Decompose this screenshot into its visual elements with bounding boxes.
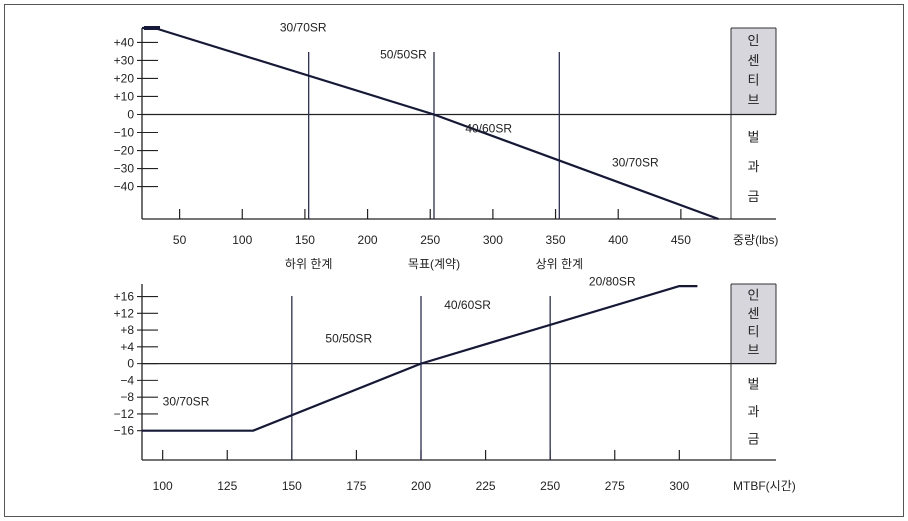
sharing-ratio-label: 40/60SR [465, 122, 512, 136]
x-tick-label: 50 [173, 233, 187, 247]
y-tick-label: +30 [114, 53, 135, 67]
incentive-curve [142, 284, 698, 432]
y-tick-label: +12 [114, 306, 135, 320]
y-tick-label: −30 [114, 162, 135, 176]
sharing-ratio-label: 50/50SR [325, 332, 372, 346]
sharing-ratio-label: 50/50SR [380, 48, 427, 62]
sharing-ratio-label: 30/70SR [280, 21, 327, 35]
sharing-ratio-label: 20/80SR [589, 274, 636, 288]
x-tick-label: 100 [232, 233, 252, 247]
y-tick-label: +20 [114, 71, 135, 85]
reference-vline-label: 목표(계약) [408, 256, 460, 271]
y-tick-label: +8 [120, 323, 134, 337]
x-tick-label: 200 [411, 479, 431, 493]
incentive-label-char: 인 [748, 288, 760, 303]
incentive-label-char: 인 [748, 33, 760, 48]
penalty-label-char: 과 [748, 159, 760, 174]
incentive-label-char: 센 [748, 53, 760, 68]
y-tick-label: −40 [114, 180, 135, 194]
incentive-curve [142, 26, 719, 221]
x-tick-label: 250 [540, 479, 560, 493]
reference-vline-label: 하위 한계 [285, 257, 333, 271]
y-tick-label: −12 [114, 407, 135, 421]
incentive-label-char: 브 [748, 342, 760, 357]
x-axis-unit-label: 중량(lbs) [733, 233, 778, 247]
x-tick-label: 300 [483, 233, 503, 247]
x-tick-label: 300 [669, 479, 689, 493]
outer-border [4, 4, 904, 517]
incentive-label-char: 브 [748, 93, 760, 108]
incentive-label-char: 센 [748, 306, 760, 321]
x-tick-label: 225 [476, 479, 496, 493]
x-tick-label: 125 [217, 479, 237, 493]
x-axis-unit-label: MTBF(시간) [733, 479, 796, 493]
penalty-label-char: 금 [748, 431, 760, 446]
incentive-box [731, 28, 776, 115]
y-tick-label: +40 [114, 35, 135, 49]
y-tick-label: +10 [114, 89, 135, 103]
y-tick-label: +4 [120, 340, 134, 354]
x-tick-label: 275 [605, 479, 625, 493]
x-tick-label: 150 [295, 233, 315, 247]
sharing-ratio-label: 30/70SR [612, 156, 659, 170]
incentive-label-char: 티 [748, 324, 760, 339]
penalty-label-char: 벌 [748, 129, 760, 144]
x-tick-label: 200 [358, 233, 378, 247]
y-tick-label: +16 [114, 290, 135, 304]
incentive-label-char: 티 [748, 73, 760, 88]
reference-vline-label: 상위 한계 [536, 257, 584, 271]
penalty-label-char: 금 [748, 189, 760, 204]
y-tick-label: −16 [114, 424, 135, 438]
y-tick-label: −4 [120, 373, 134, 387]
x-tick-label: 150 [282, 479, 302, 493]
y-tick-label: −10 [114, 126, 135, 140]
incentive-box [731, 284, 776, 364]
sharing-ratio-label: 40/60SR [444, 298, 491, 312]
penalty-label-char: 벌 [748, 376, 760, 391]
line-start-marker [144, 26, 160, 30]
x-tick-label: 100 [153, 479, 173, 493]
penalty-label-char: 과 [748, 404, 760, 419]
y-tick-label: 0 [127, 357, 134, 371]
y-tick-label: 0 [127, 107, 134, 121]
sharing-ratio-label: 30/70SR [163, 395, 210, 409]
y-tick-label: −20 [114, 144, 135, 158]
y-tick-label: −8 [120, 390, 134, 404]
x-tick-label: 175 [346, 479, 366, 493]
x-tick-label: 450 [671, 233, 691, 247]
x-tick-label: 400 [608, 233, 628, 247]
x-tick-label: 350 [546, 233, 566, 247]
x-tick-label: 250 [420, 233, 440, 247]
